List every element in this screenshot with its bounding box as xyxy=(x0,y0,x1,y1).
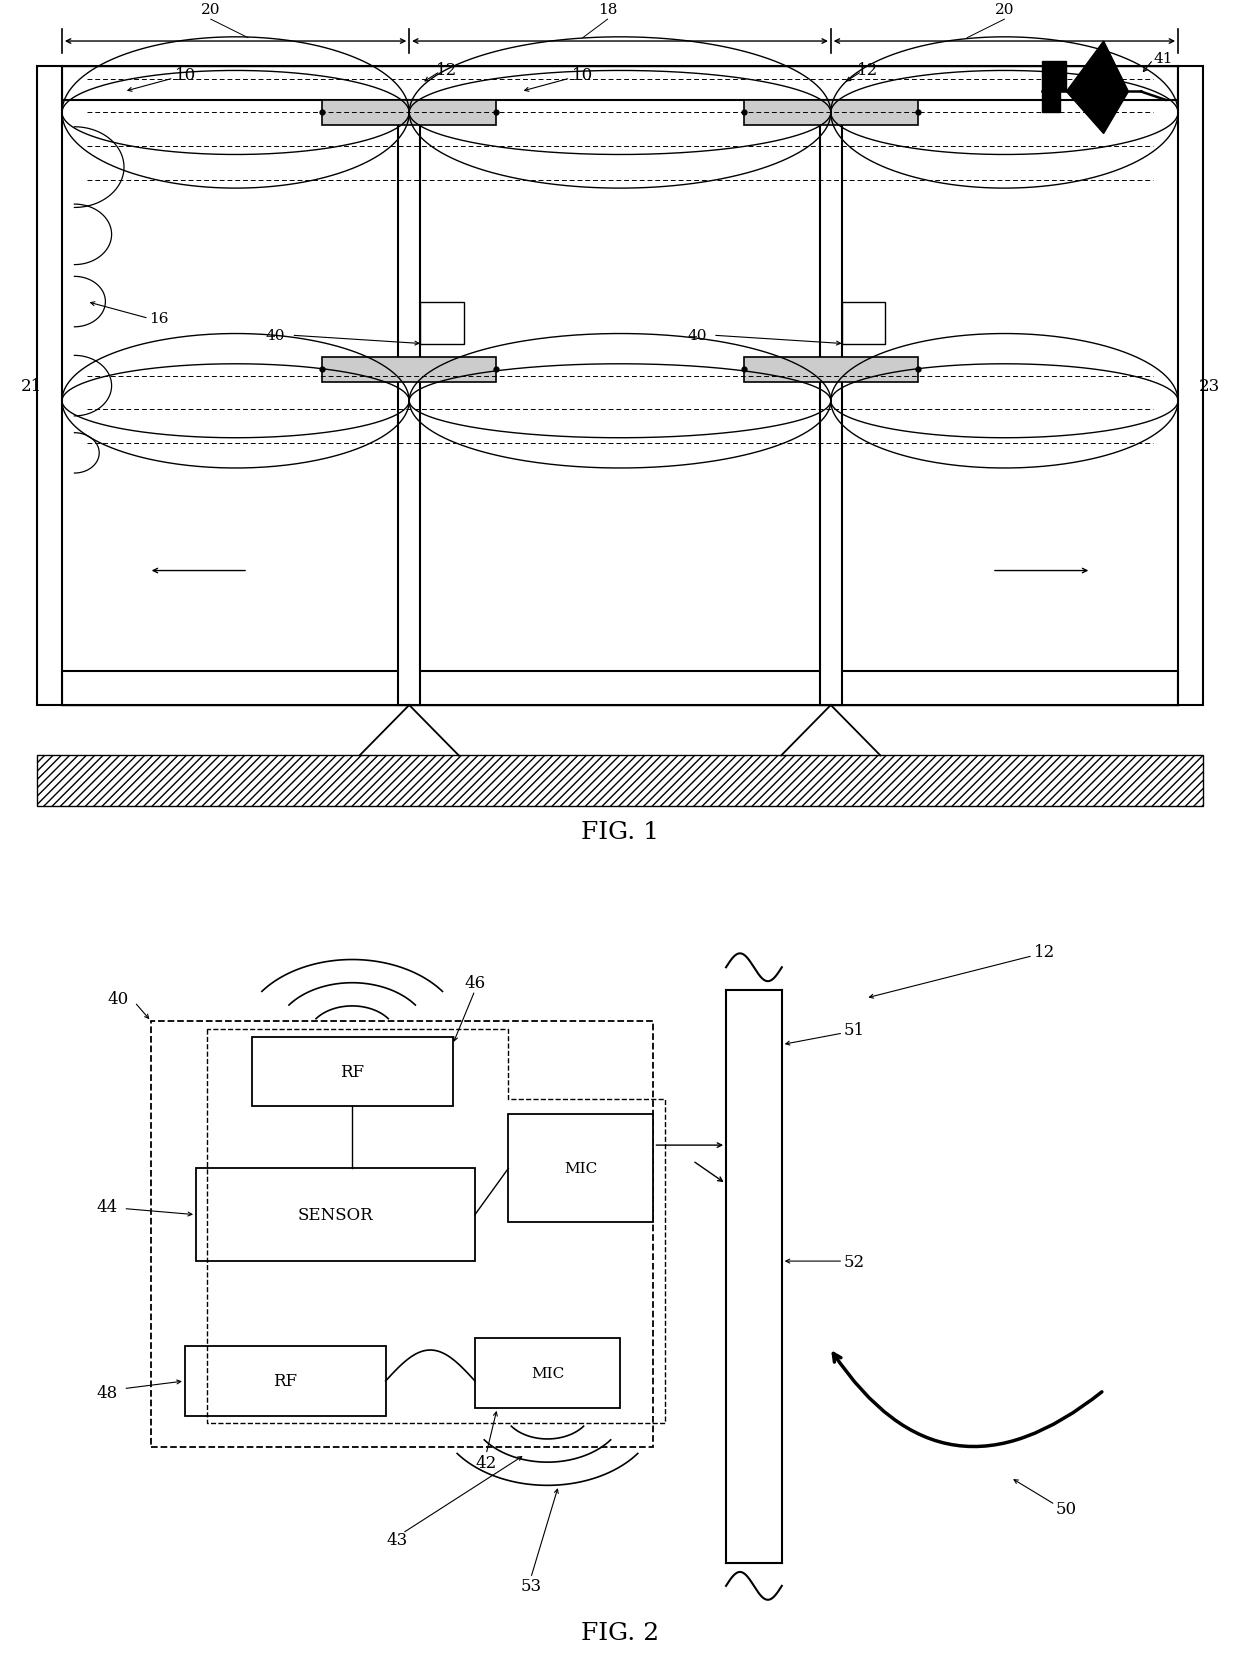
Bar xyxy=(420,302,464,344)
Text: MIC: MIC xyxy=(564,1161,598,1176)
Text: 43: 43 xyxy=(386,1530,408,1547)
Text: 48: 48 xyxy=(97,1384,118,1401)
Text: 50: 50 xyxy=(1055,1500,1078,1517)
Polygon shape xyxy=(1042,62,1066,92)
Text: 10: 10 xyxy=(175,67,197,84)
Text: 12: 12 xyxy=(435,62,458,79)
Bar xyxy=(252,1037,453,1107)
Text: 40: 40 xyxy=(108,990,129,1006)
Bar xyxy=(37,756,1203,806)
Bar xyxy=(322,101,496,126)
Text: 40: 40 xyxy=(265,329,285,343)
Text: FIG. 2: FIG. 2 xyxy=(580,1621,660,1643)
Text: 44: 44 xyxy=(97,1200,118,1216)
Polygon shape xyxy=(1066,42,1128,134)
Text: RF: RF xyxy=(340,1063,365,1080)
Text: 21: 21 xyxy=(20,378,42,395)
Text: 40: 40 xyxy=(687,329,707,343)
Bar xyxy=(322,358,496,383)
Text: 12: 12 xyxy=(857,62,879,79)
Text: 16: 16 xyxy=(149,312,169,326)
Bar xyxy=(151,1021,653,1446)
Bar xyxy=(62,672,1178,706)
Text: RF: RF xyxy=(273,1373,298,1389)
Text: FIG. 1: FIG. 1 xyxy=(582,820,658,843)
Bar xyxy=(398,101,420,706)
Text: 20: 20 xyxy=(994,3,1014,17)
Text: 52: 52 xyxy=(843,1253,864,1270)
Text: 46: 46 xyxy=(464,974,486,991)
Text: 10: 10 xyxy=(572,67,594,84)
Text: 18: 18 xyxy=(598,3,618,17)
Bar xyxy=(196,1169,475,1262)
Text: 51: 51 xyxy=(843,1021,864,1038)
Bar xyxy=(820,101,842,706)
Text: 20: 20 xyxy=(201,3,221,17)
Text: MIC: MIC xyxy=(531,1366,564,1381)
Bar xyxy=(62,67,1178,101)
Bar xyxy=(842,302,885,344)
Text: SENSOR: SENSOR xyxy=(298,1206,373,1223)
Text: 12: 12 xyxy=(1033,944,1055,961)
Bar xyxy=(744,101,918,126)
Text: 23: 23 xyxy=(1198,378,1220,395)
Bar xyxy=(744,358,918,383)
Polygon shape xyxy=(1042,92,1060,113)
Bar xyxy=(185,1346,386,1416)
Bar xyxy=(508,1114,653,1223)
Bar xyxy=(37,67,62,706)
Bar xyxy=(475,1339,620,1408)
Bar xyxy=(1178,67,1203,706)
Text: 42: 42 xyxy=(475,1453,497,1470)
Text: 41: 41 xyxy=(1153,52,1173,66)
Text: 53: 53 xyxy=(520,1578,542,1594)
